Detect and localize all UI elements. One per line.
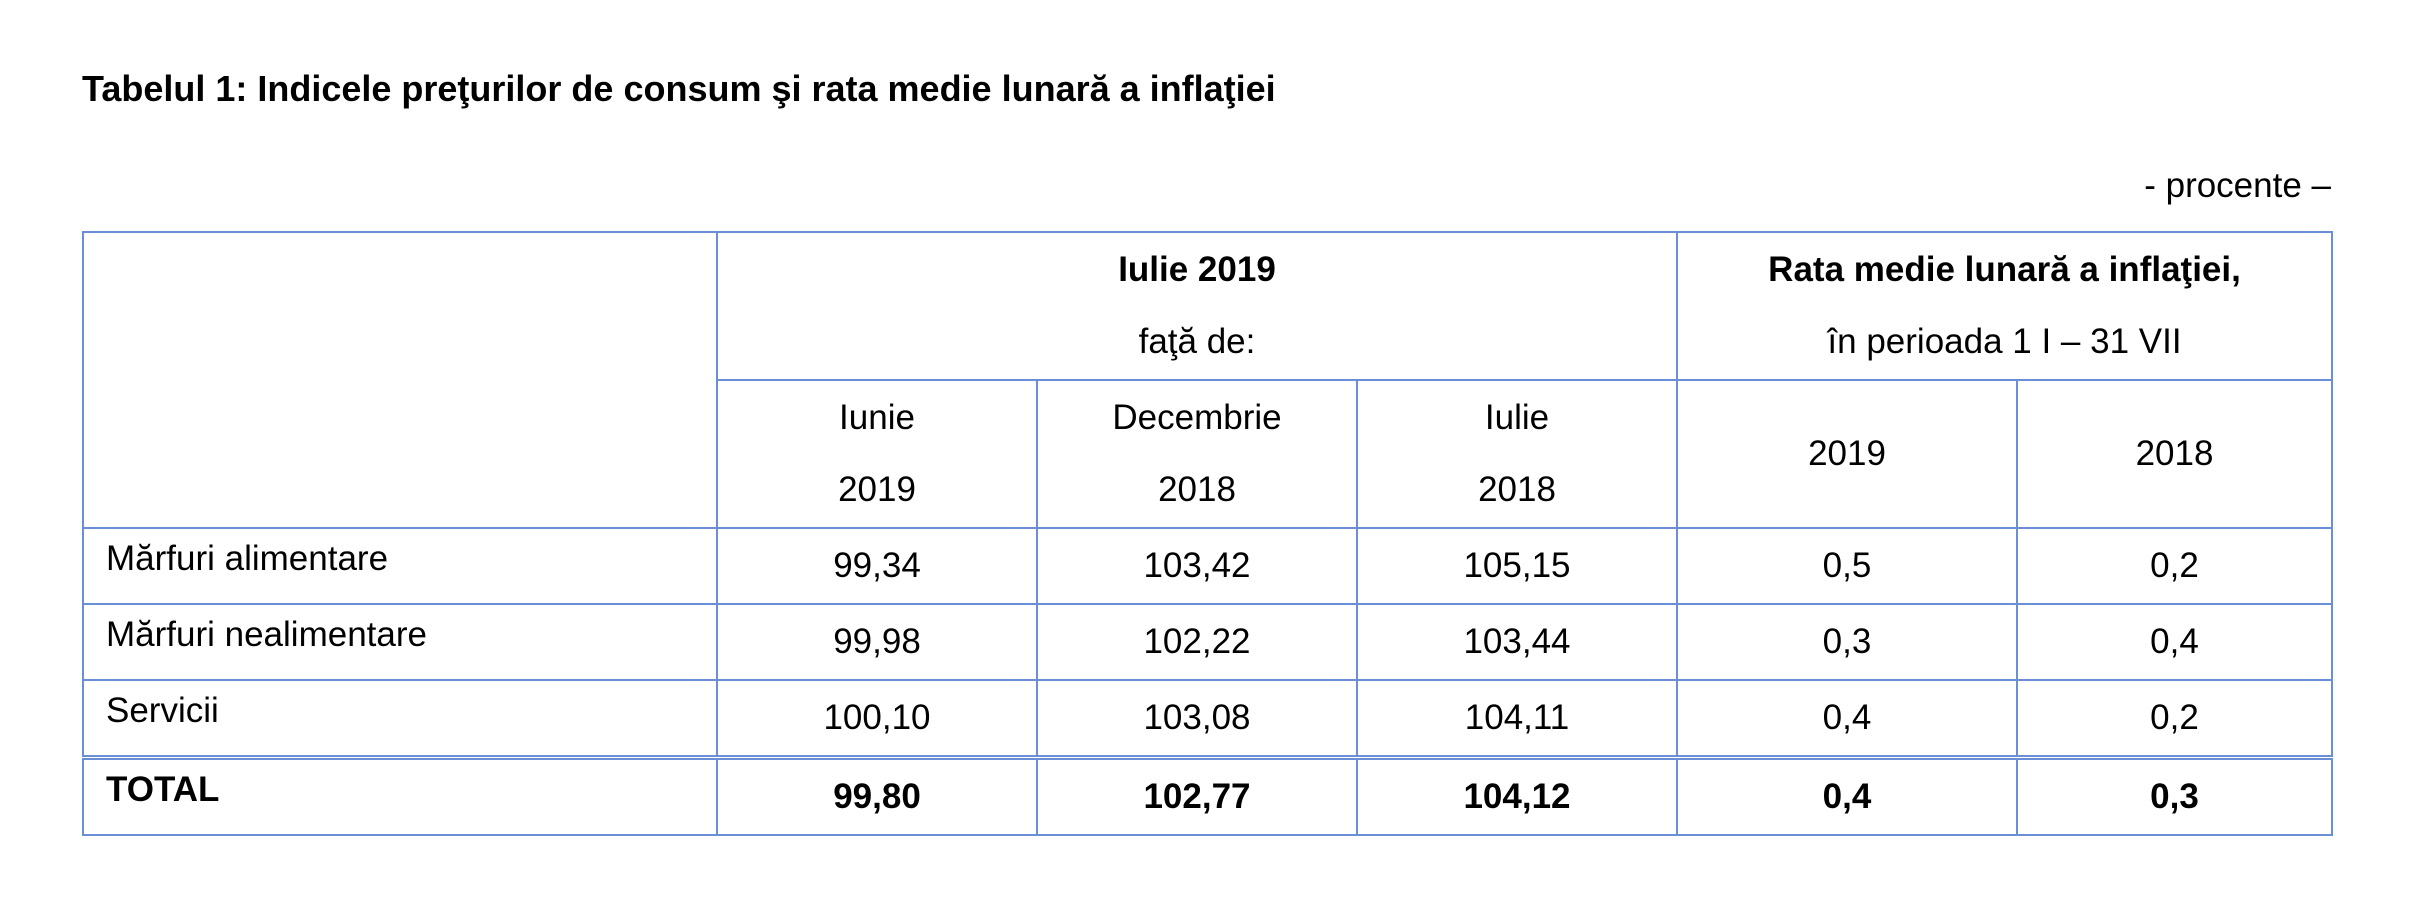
row-label: Servicii (82, 679, 718, 759)
header-empty-cell (82, 231, 718, 529)
table-cell: 105,15 (1356, 527, 1678, 605)
table-cell: 100,10 (716, 679, 1038, 759)
total-row: TOTAL 99,80 102,77 104,12 0,4 0,3 (82, 756, 2333, 836)
group-header-rata-medie: Rata medie lunară a inflaţiei, în perioa… (1676, 231, 2333, 381)
table-cell: 0,4 (2016, 603, 2333, 681)
total-cell: 102,77 (1036, 756, 1358, 836)
table-cell: 0,5 (1676, 527, 2018, 605)
table-cell: 99,98 (716, 603, 1038, 681)
table-cell: 0,3 (1676, 603, 2018, 681)
group1-subtitle: faţă de: (1138, 322, 1256, 361)
header-row-1: Iulie 2019 faţă de: Rata medie lunară a … (82, 231, 2333, 529)
table-cell: 0,2 (2016, 527, 2333, 605)
group2-title: Rata medie lunară a inflaţiei, (1768, 250, 2241, 289)
table-row: Mărfuri alimentare 99,34 103,42 105,15 0… (82, 527, 2333, 605)
total-cell: 0,4 (1676, 756, 2018, 836)
table-row: Servicii 100,10 103,08 104,11 0,4 0,2 (82, 679, 2333, 759)
total-cell: 99,80 (716, 756, 1038, 836)
group1-title: Iulie 2019 (1118, 250, 1276, 289)
col-header-line2: 2018 (1478, 470, 1556, 509)
col-header-iunie-2019: Iunie 2019 (716, 379, 1038, 529)
table-cell: 103,44 (1356, 603, 1678, 681)
table-cell: 104,11 (1356, 679, 1678, 759)
col-header-decembrie-2018: Decembrie 2018 (1036, 379, 1358, 529)
unit-note: - procente – (2144, 166, 2331, 205)
table-cell: 103,08 (1036, 679, 1358, 759)
group-header-iulie-2019: Iulie 2019 faţă de: (716, 231, 1678, 381)
table-cell: 102,22 (1036, 603, 1358, 681)
group2-subtitle: în perioada 1 I – 31 VII (1827, 322, 2182, 361)
row-label: Mărfuri nealimentare (82, 603, 718, 681)
col-header-line2: 2019 (838, 470, 916, 509)
total-cell: 0,3 (2016, 756, 2333, 836)
table-cell: 0,2 (2016, 679, 2333, 759)
total-label: TOTAL (82, 756, 718, 836)
table-cell: 103,42 (1036, 527, 1358, 605)
col-header-line1: Decembrie (1112, 398, 1282, 437)
row-label: Mărfuri alimentare (82, 527, 718, 605)
col-header-line1: Iunie (839, 398, 915, 437)
col-header-iulie-2018: Iulie 2018 (1356, 379, 1678, 529)
header-row-2: Iunie 2019 Decembrie 2018 Iulie 2018 201… (83, 379, 2333, 529)
col-header-line2: 2018 (1158, 470, 1236, 509)
table-cell: 0,4 (1676, 679, 2018, 759)
inflation-table: Iulie 2019 faţă de: Rata medie lunară a … (82, 231, 2333, 836)
col-header-line1: Iulie (1484, 398, 1550, 437)
col-header-2018: 2018 (2016, 379, 2333, 529)
col-header-2019: 2019 (1676, 379, 2018, 529)
table-title: Tabelul 1: Indicele preţurilor de consum… (82, 68, 1276, 109)
total-cell: 104,12 (1356, 756, 1678, 836)
table-cell: 99,34 (716, 527, 1038, 605)
table-row: Mărfuri nealimentare 99,98 102,22 103,44… (82, 603, 2333, 681)
